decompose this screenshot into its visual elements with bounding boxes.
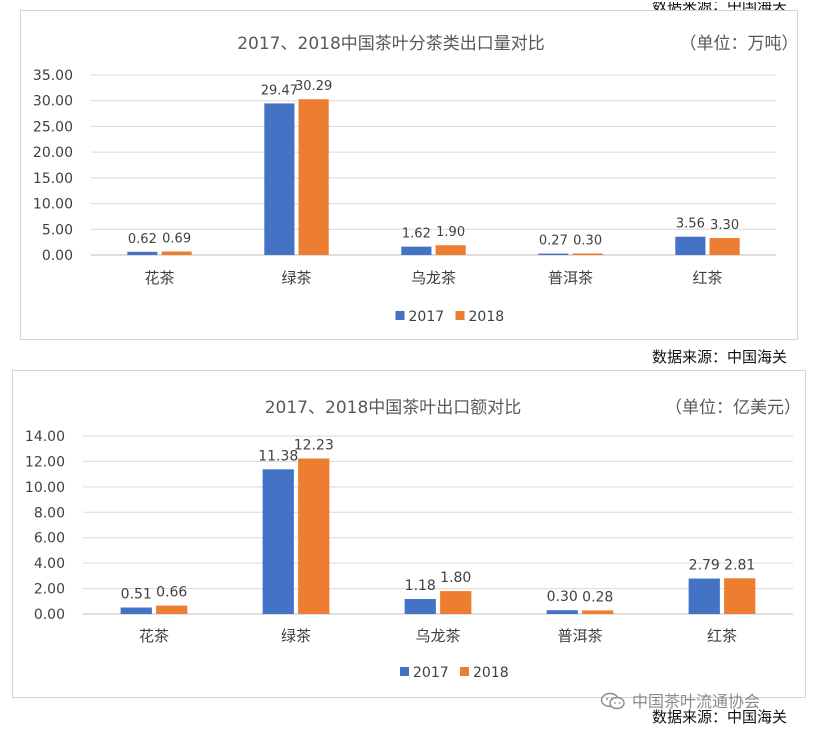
bar-2018 bbox=[572, 253, 603, 255]
bar-2018 bbox=[435, 245, 466, 255]
chart-title: 2017、2018中国茶叶分茶类出口量对比 bbox=[237, 34, 545, 54]
bar-2017 bbox=[127, 251, 158, 255]
y-tick-label: 0.00 bbox=[34, 607, 65, 623]
legend-label: 2018 bbox=[469, 309, 505, 325]
bar-2017 bbox=[538, 253, 569, 255]
data-label: 30.29 bbox=[295, 79, 332, 94]
y-tick-label: 6.00 bbox=[34, 531, 65, 547]
y-tick-label: 10.00 bbox=[25, 480, 65, 496]
y-tick-label: 35.00 bbox=[33, 68, 73, 84]
legend-label: 2017 bbox=[413, 665, 449, 681]
data-label: 0.30 bbox=[547, 589, 578, 605]
chart-unit: （单位：亿美元） bbox=[665, 398, 801, 418]
data-label: 1.62 bbox=[402, 227, 431, 242]
data-label: 3.30 bbox=[710, 218, 739, 233]
data-label: 12.23 bbox=[294, 438, 334, 454]
x-tick-label: 乌龙茶 bbox=[415, 627, 460, 645]
chart-export-volume: 2017、2018中国茶叶分茶类出口量对比 （单位：万吨） 0.00 5.00 10.0… bbox=[33, 34, 799, 325]
bar-2017 bbox=[546, 610, 578, 614]
y-tick-label: 2.00 bbox=[34, 582, 65, 598]
data-label: 1.18 bbox=[405, 578, 436, 594]
legend-swatch-2017 bbox=[395, 311, 405, 320]
chart-panel-export-value: 2017、2018中国茶叶出口额对比 （单位：亿美元） 0.00 2.00 4.00 6.… bbox=[12, 370, 806, 698]
data-label: 0.27 bbox=[539, 234, 568, 249]
bar-2017 bbox=[120, 607, 152, 614]
bar-2018 bbox=[161, 251, 192, 255]
bar-2017 bbox=[688, 578, 720, 614]
x-tick-label: 花茶 bbox=[139, 627, 169, 645]
watermark: 中国茶叶流通协会 bbox=[600, 688, 760, 712]
y-tick-label: 5.00 bbox=[42, 222, 73, 238]
data-label: 2.81 bbox=[724, 557, 755, 573]
y-tick-label: 25.00 bbox=[33, 119, 73, 135]
x-tick-label: 普洱茶 bbox=[557, 627, 602, 645]
legend-swatch-2018 bbox=[460, 667, 469, 676]
bar-2018 bbox=[582, 610, 614, 614]
x-tick-label: 红茶 bbox=[707, 627, 737, 645]
y-tick-label: 0.00 bbox=[42, 248, 73, 264]
y-tick-label: 14.00 bbox=[25, 429, 65, 445]
y-tick-label: 4.00 bbox=[34, 556, 65, 572]
x-tick-label: 乌龙茶 bbox=[411, 269, 456, 287]
chart-unit: （单位：万吨） bbox=[680, 34, 799, 54]
data-label: 0.51 bbox=[121, 587, 152, 603]
bar-2017 bbox=[262, 469, 294, 614]
data-label: 29.47 bbox=[261, 83, 298, 98]
data-label: 3.56 bbox=[676, 217, 705, 232]
data-label: 11.38 bbox=[258, 448, 298, 464]
y-tick-label: 10.00 bbox=[33, 197, 73, 213]
bar-2017 bbox=[404, 598, 436, 614]
source-note: 数据来源：中国海关 bbox=[652, 708, 788, 726]
legend-swatch-2017 bbox=[400, 667, 409, 676]
data-label: 1.90 bbox=[436, 225, 465, 240]
x-tick-label: 红茶 bbox=[692, 269, 722, 287]
data-label: 0.66 bbox=[156, 585, 187, 601]
bar-2018 bbox=[724, 578, 756, 614]
y-tick-label: 30.00 bbox=[33, 94, 73, 110]
data-label: 0.69 bbox=[162, 231, 191, 246]
y-tick-label: 12.00 bbox=[25, 454, 65, 470]
data-label: 1.80 bbox=[440, 570, 471, 586]
x-tick-label: 绿茶 bbox=[281, 269, 311, 287]
bar-2017 bbox=[264, 103, 295, 255]
watermark-text: 中国茶叶流通协会 bbox=[632, 692, 761, 711]
bar-2018 bbox=[709, 238, 740, 255]
data-label: 0.30 bbox=[573, 233, 602, 248]
x-tick-label: 绿茶 bbox=[281, 627, 311, 645]
bar-2017 bbox=[675, 236, 706, 255]
legend-swatch-2018 bbox=[455, 311, 465, 320]
data-label: 0.62 bbox=[128, 232, 157, 247]
data-label: 0.28 bbox=[582, 589, 613, 605]
bar-2018 bbox=[156, 605, 188, 614]
bar-2018 bbox=[440, 591, 472, 614]
x-tick-label: 花茶 bbox=[144, 269, 174, 287]
bar-2018 bbox=[298, 458, 330, 614]
y-tick-label: 20.00 bbox=[33, 145, 73, 161]
chart-title: 2017、2018中国茶叶出口额对比 bbox=[265, 398, 522, 418]
chart-panel-export-volume: 2017、2018中国茶叶分茶类出口量对比 （单位：万吨） 0.00 5.00 10.0… bbox=[20, 10, 799, 340]
wechat-icon bbox=[600, 692, 625, 710]
x-tick-label: 普洱茶 bbox=[548, 269, 593, 287]
chart-export-value: 2017、2018中国茶叶出口额对比 （单位：亿美元） 0.00 2.00 4.00 6.… bbox=[25, 398, 801, 681]
source-note: 数据来源：中国海关 bbox=[652, 348, 788, 366]
bar-2017 bbox=[401, 246, 432, 255]
y-tick-label: 15.00 bbox=[33, 171, 73, 187]
legend-label: 2018 bbox=[473, 665, 509, 681]
bar-2018 bbox=[298, 99, 329, 255]
legend-label: 2017 bbox=[409, 309, 445, 325]
data-label: 2.79 bbox=[689, 558, 720, 574]
y-tick-label: 8.00 bbox=[34, 505, 65, 521]
